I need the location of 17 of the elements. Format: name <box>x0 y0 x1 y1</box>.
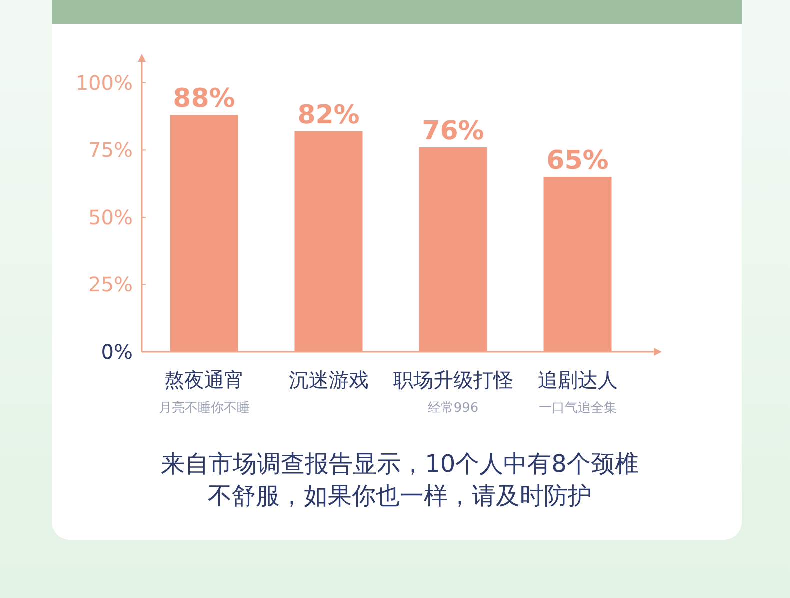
text: 月亮不睡你不睡 <box>158 400 250 416</box>
y-tick-label: 100% <box>76 70 133 95</box>
data-label: 88% <box>173 84 236 114</box>
x-tick-label: 沉迷游戏 <box>288 368 369 392</box>
data-label: 65% <box>546 146 609 176</box>
data-label: 76% <box>422 116 484 146</box>
data-label: 82% <box>298 100 360 130</box>
y-tick-label: 75% <box>88 138 133 162</box>
text: 经常996 <box>428 401 479 416</box>
x-tick-label: 追剧达人 <box>538 368 618 392</box>
y-tick-label: 0% <box>101 340 133 364</box>
x-tick-label: 职场升级打怪 <box>393 368 514 392</box>
x-tick-label: 熬夜通宵 <box>164 368 244 392</box>
text: 一口气追全集 <box>538 401 617 416</box>
y-tick-label: 25% <box>88 272 133 297</box>
text: 来自市场调查报告显示，10个人中有8个颈椎不舒服，如果你也一样，请及时防护 <box>160 449 640 512</box>
y-tick-label: 50% <box>88 205 133 230</box>
